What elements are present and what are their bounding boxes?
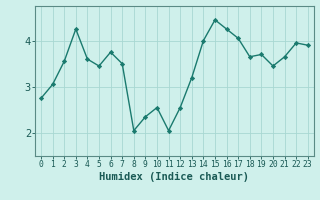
X-axis label: Humidex (Indice chaleur): Humidex (Indice chaleur) <box>100 172 249 182</box>
